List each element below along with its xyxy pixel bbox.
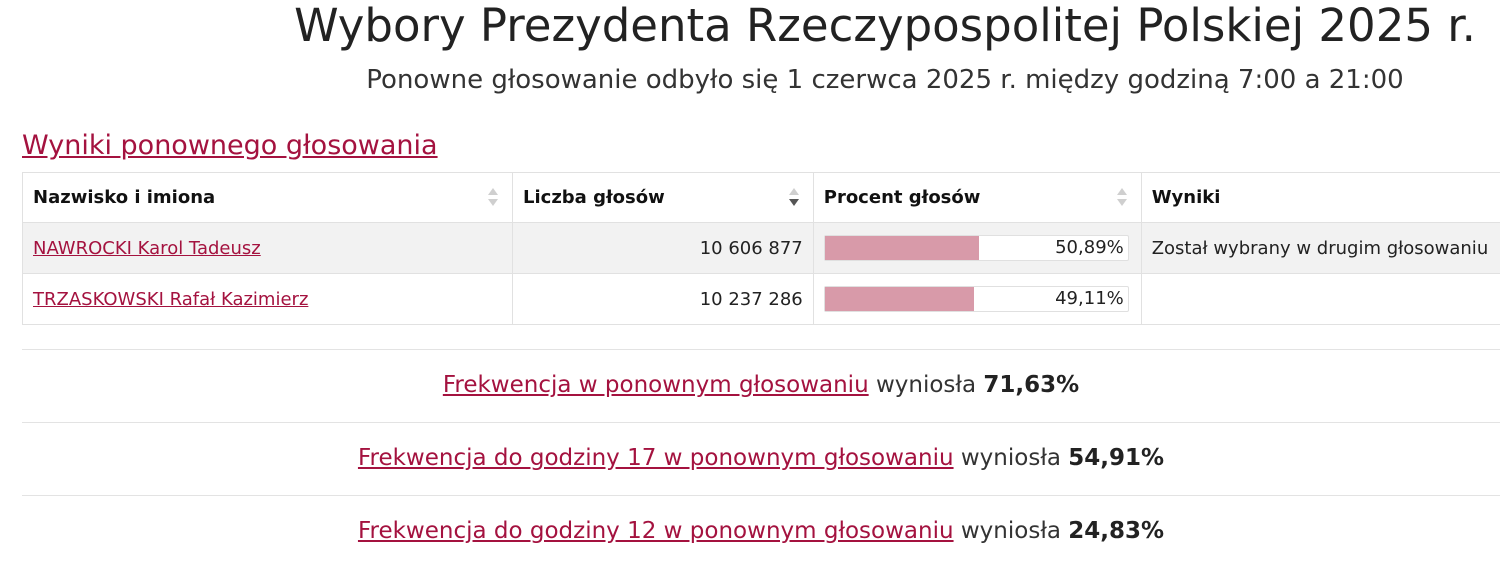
turnout-text: wyniosła bbox=[960, 518, 1061, 544]
percent-bar-fill bbox=[824, 287, 974, 311]
turnout-line: Frekwencja do godziny 12 w ponownym głos… bbox=[22, 495, 1500, 561]
turnout-link[interactable]: Frekwencja w ponownym głosowaniu bbox=[442, 372, 869, 398]
turnout-line: Frekwencja do godziny 17 w ponownym głos… bbox=[22, 422, 1500, 493]
table-row: TRZASKOWSKI Rafał Kazimierz 10 237 286 4… bbox=[21, 273, 1500, 325]
percent-bar-fill bbox=[824, 236, 979, 260]
sort-descending-icon[interactable] bbox=[788, 186, 799, 210]
results-table: Nazwisko i imiona Liczba głosów Procent … bbox=[21, 172, 1500, 325]
votes-cell: 10 237 286 bbox=[512, 273, 814, 325]
candidate-cell: NAWROCKI Karol Tadeusz bbox=[21, 222, 514, 274]
column-header-label: Liczba głosów bbox=[523, 187, 665, 208]
result-cell: Został wybrany w drugim głosowaniu bbox=[1140, 222, 1500, 274]
percent-cell: 50,89% bbox=[812, 222, 1142, 274]
column-header-name[interactable]: Nazwisko i imiona bbox=[21, 172, 514, 223]
turnout-link[interactable]: Frekwencja do godziny 17 w ponownym głos… bbox=[357, 445, 954, 471]
percent-bar: 49,11% bbox=[823, 286, 1129, 312]
page-title: Wybory Prezydenta Rzeczypospolitej Polsk… bbox=[294, 0, 1476, 52]
turnout-text: wyniosła bbox=[960, 445, 1061, 471]
percent-label: 49,11% bbox=[1055, 288, 1124, 309]
turnout-value: 71,63% bbox=[983, 372, 1080, 398]
column-header-label: Nazwisko i imiona bbox=[33, 187, 216, 208]
page-subtitle: Ponowne głosowanie odbyło się 1 czerwca … bbox=[366, 65, 1404, 95]
column-header-label: Procent głosów bbox=[823, 187, 981, 208]
turnout-line: Frekwencja w ponownym głosowaniu wyniosł… bbox=[22, 349, 1500, 420]
votes-cell: 10 606 877 bbox=[512, 222, 814, 274]
turnout-value: 24,83% bbox=[1068, 518, 1165, 544]
candidate-cell: TRZASKOWSKI Rafał Kazimierz bbox=[21, 273, 514, 325]
percent-bar: 50,89% bbox=[823, 235, 1129, 261]
candidate-link[interactable]: TRZASKOWSKI Rafał Kazimierz bbox=[33, 288, 309, 310]
table-row: NAWROCKI Karol Tadeusz 10 606 877 50,89%… bbox=[21, 222, 1500, 274]
turnout-text: wyniosła bbox=[875, 372, 977, 398]
percent-cell: 49,11% bbox=[812, 273, 1142, 325]
table-header-row: Nazwisko i imiona Liczba głosów Procent … bbox=[21, 172, 1500, 223]
turnout-value: 54,91% bbox=[1068, 445, 1165, 471]
percent-label: 50,89% bbox=[1055, 237, 1124, 258]
turnout-link[interactable]: Frekwencja do godziny 12 w ponownym głos… bbox=[357, 518, 954, 544]
results-section-link[interactable]: Wyniki ponownego głosowania bbox=[22, 130, 438, 161]
column-header-votes[interactable]: Liczba głosów bbox=[512, 172, 814, 223]
sort-icon[interactable] bbox=[488, 186, 499, 210]
result-cell bbox=[1140, 273, 1500, 325]
sort-icon[interactable] bbox=[1116, 186, 1127, 210]
column-header-label: Wyniki bbox=[1151, 187, 1221, 208]
column-header-results: Wyniki bbox=[1140, 172, 1500, 223]
column-header-percent[interactable]: Procent głosów bbox=[812, 172, 1142, 223]
candidate-link[interactable]: NAWROCKI Karol Tadeusz bbox=[33, 237, 261, 259]
